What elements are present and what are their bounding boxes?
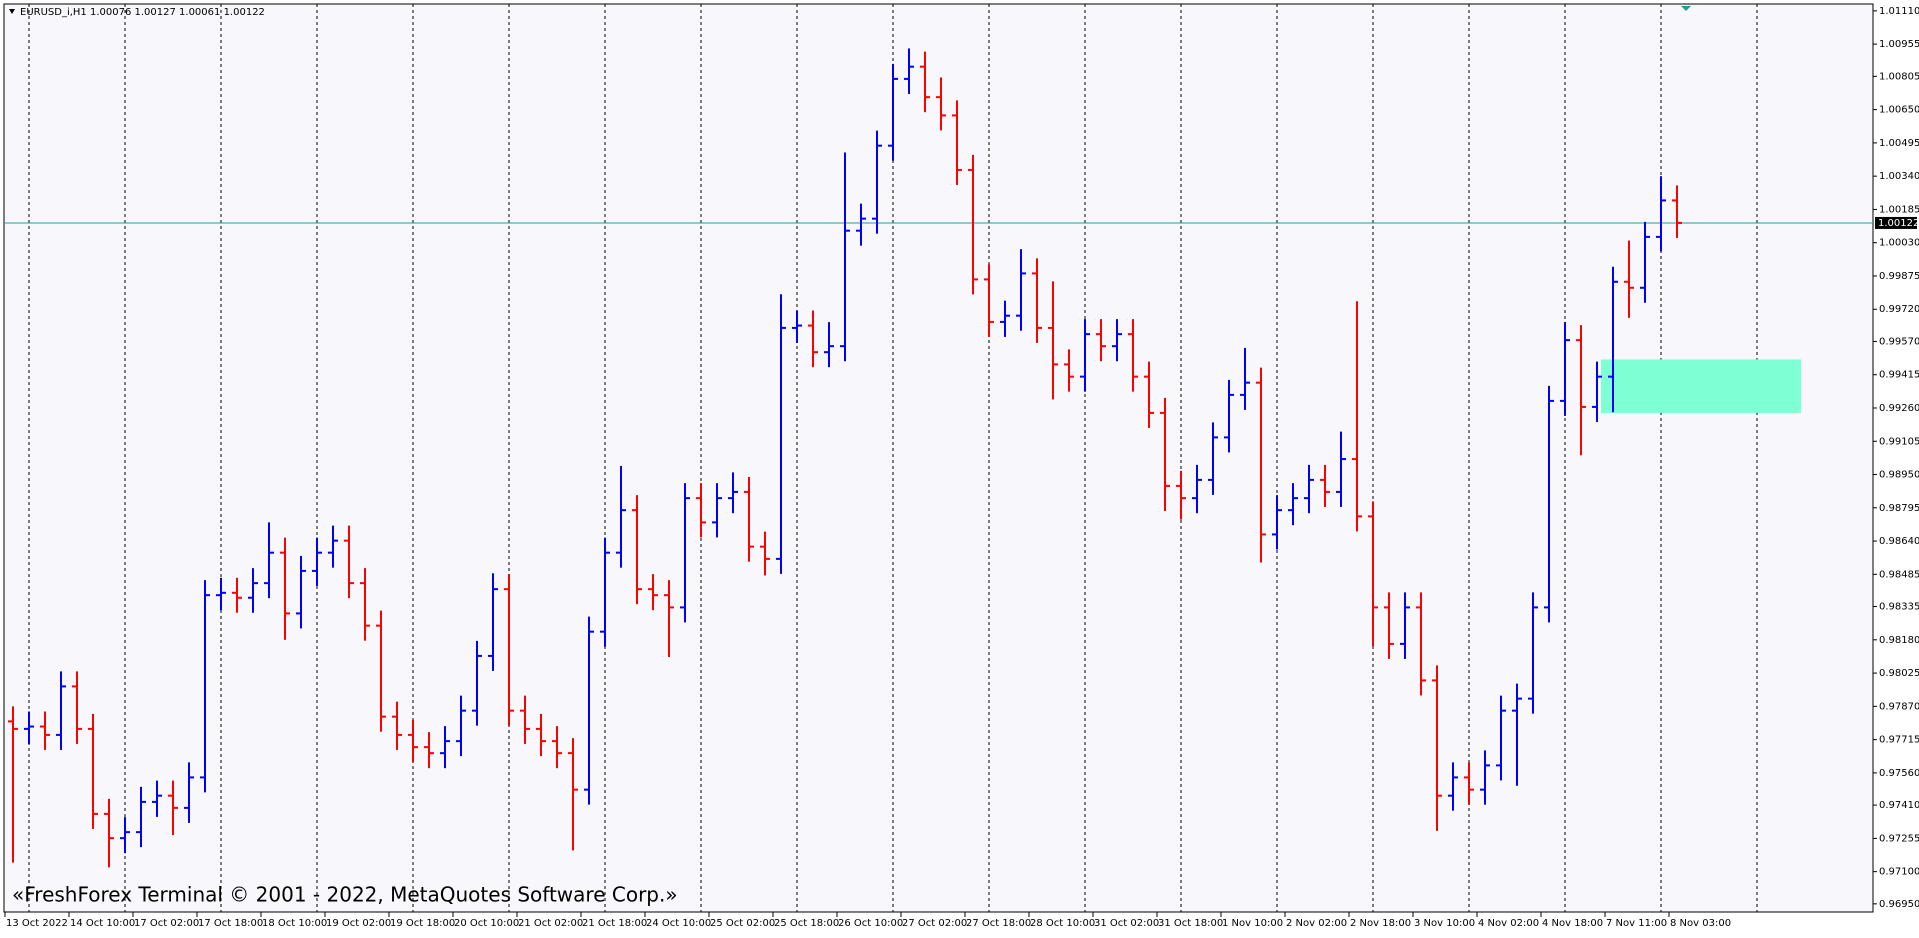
x-tick-label: 1 Nov 10:00 [1222, 918, 1283, 929]
x-tick-label: 28 Oct 10:00 [1030, 918, 1095, 929]
y-tick-label: 1.01110 [1879, 6, 1919, 17]
x-tick-label: 3 Nov 10:00 [1414, 918, 1475, 929]
marks-layer [4, 48, 1873, 868]
y-tick-label: 1.00955 [1879, 39, 1919, 50]
plot-area [3, 3, 1874, 913]
y-tick-label: 0.99260 [1879, 403, 1919, 414]
y-tick-label: 0.98180 [1879, 635, 1919, 646]
x-tick-label: 31 Oct 18:00 [1158, 918, 1223, 929]
y-tick-label: 0.97410 [1879, 800, 1919, 811]
x-tick-label: 13 Oct 2022 [6, 918, 68, 929]
x-tick-label: 4 Nov 02:00 [1478, 918, 1539, 929]
x-tick-label: 21 Oct 02:00 [518, 918, 583, 929]
y-tick-label: 0.96950 [1879, 899, 1919, 910]
x-tick-label: 7 Nov 11:00 [1606, 918, 1667, 929]
y-tick-label: 0.97870 [1879, 701, 1919, 712]
x-tick-label: 25 Oct 02:00 [710, 918, 775, 929]
x-tick-label: 14 Oct 10:00 [70, 918, 135, 929]
x-tick-label: 27 Oct 18:00 [966, 918, 1031, 929]
x-tick-label: 31 Oct 02:00 [1094, 918, 1159, 929]
price-label: 1.00122 [1878, 218, 1919, 229]
y-tick-label: 1.00340 [1879, 171, 1919, 182]
y-tick-label: 0.99720 [1879, 304, 1919, 315]
y-tick-label: 0.99415 [1879, 370, 1919, 381]
y-tick-label: 0.99570 [1879, 336, 1919, 347]
y-tick-label: 0.97715 [1879, 735, 1919, 746]
y-tick-label: 0.98025 [1879, 668, 1919, 679]
y-tick-label: 0.99105 [1879, 436, 1919, 447]
y-tick-label: 1.00030 [1879, 238, 1919, 249]
zone [1601, 359, 1801, 413]
grid-layer [28, 4, 1758, 912]
x-tick-label: 8 Nov 03:00 [1670, 918, 1731, 929]
y-tick-label: 0.97255 [1879, 833, 1919, 844]
x-tick-label: 18 Oct 10:00 [262, 918, 327, 929]
y-tick-label: 0.98485 [1879, 569, 1919, 580]
x-tick-label: 19 Oct 02:00 [326, 918, 391, 929]
x-tick-label: 17 Oct 02:00 [134, 918, 199, 929]
x-tick-label: 21 Oct 18:00 [582, 918, 647, 929]
y-tick-label: 1.00650 [1879, 105, 1919, 116]
x-tick-label: 2 Nov 02:00 [1286, 918, 1347, 929]
x-tick-label: 17 Oct 18:00 [198, 918, 263, 929]
y-tick-label: 0.98795 [1879, 503, 1919, 514]
watermark: «FreshForex Terminal © 2001 - 2022, Meta… [12, 883, 678, 907]
y-tick-label: 0.97560 [1879, 768, 1919, 779]
x-tick-label: 27 Oct 02:00 [902, 918, 967, 929]
title-arrow [9, 9, 15, 14]
x-tick-label: 4 Nov 18:00 [1542, 918, 1603, 929]
labels-layer: 1.01110 1.00955 1.00805 1.00650 1.00495 1.003… [4, 6, 1919, 929]
y-tick-label: 0.98335 [1879, 602, 1919, 613]
x-tick-label: 25 Oct 18:00 [774, 918, 839, 929]
x-tick-label: 19 Oct 18:00 [390, 918, 455, 929]
shift-marker [1681, 6, 1691, 11]
y-tick-label: 0.99875 [1879, 271, 1919, 282]
chart-title: EURUSD_i,H1 1.00076 1.00127 1.00061 1.00… [20, 7, 265, 18]
x-tick-label: 26 Oct 10:00 [838, 918, 903, 929]
x-tick-label: 20 Oct 10:00 [454, 918, 519, 929]
y-tick-label: 1.00805 [1879, 71, 1919, 82]
y-tick-label: 1.00185 [1879, 204, 1919, 215]
x-tick-label: 24 Oct 10:00 [646, 918, 711, 929]
y-tick-label: 0.98640 [1879, 536, 1919, 547]
y-tick-label: 1.00495 [1879, 138, 1919, 149]
x-tick-label: 2 Nov 18:00 [1350, 918, 1411, 929]
y-tick-label: 0.98950 [1879, 470, 1919, 481]
y-tick-label: 0.97100 [1879, 867, 1919, 878]
price-label-box [1875, 216, 1917, 229]
